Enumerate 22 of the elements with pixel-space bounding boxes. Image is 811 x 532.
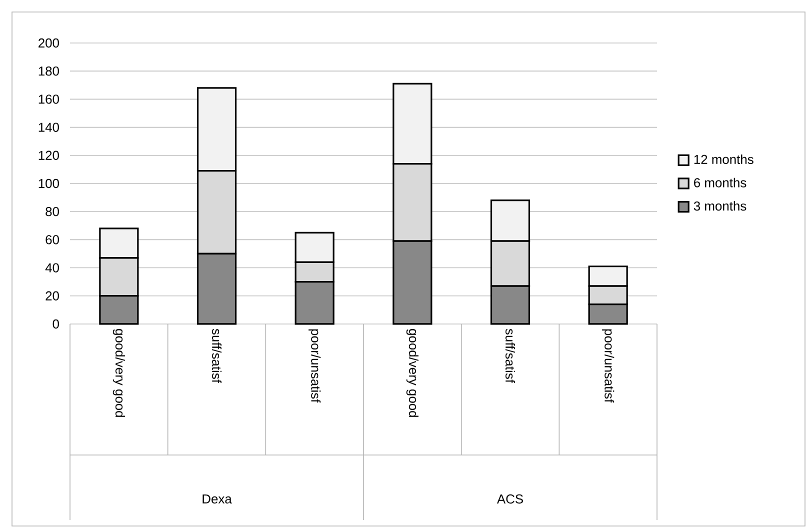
y-tick-label: 0 bbox=[52, 319, 59, 329]
y-tick-label: 160 bbox=[38, 94, 59, 104]
y-tick-label: 100 bbox=[38, 178, 59, 188]
x-tick-label: poor/unsatisf bbox=[308, 329, 321, 403]
y-tick-label: 140 bbox=[38, 122, 59, 132]
legend-label: 6 months bbox=[694, 178, 746, 188]
x-tick-label: good/very good bbox=[112, 329, 125, 417]
x-tick-label: poor/unsatisf bbox=[602, 329, 614, 403]
legend-label: 12 months bbox=[694, 154, 754, 164]
y-tick-label: 20 bbox=[46, 291, 59, 300]
y-tick-label: 40 bbox=[45, 263, 59, 272]
y-tick-label: 120 bbox=[38, 150, 59, 160]
y-tick-label: 200 bbox=[38, 38, 59, 48]
legend-label: 3 months bbox=[694, 201, 746, 211]
text: Dexa bbox=[202, 494, 232, 504]
x-tick-label: good/very good bbox=[406, 329, 418, 417]
y-tick-label: 60 bbox=[46, 235, 59, 244]
x-tick-label: suff/satisf bbox=[212, 328, 222, 383]
x-tick-label: suff/satisf bbox=[506, 328, 516, 383]
y-tick-label: 80 bbox=[46, 207, 59, 216]
y-tick-label: 180 bbox=[38, 66, 59, 76]
text: ACS bbox=[496, 494, 523, 504]
